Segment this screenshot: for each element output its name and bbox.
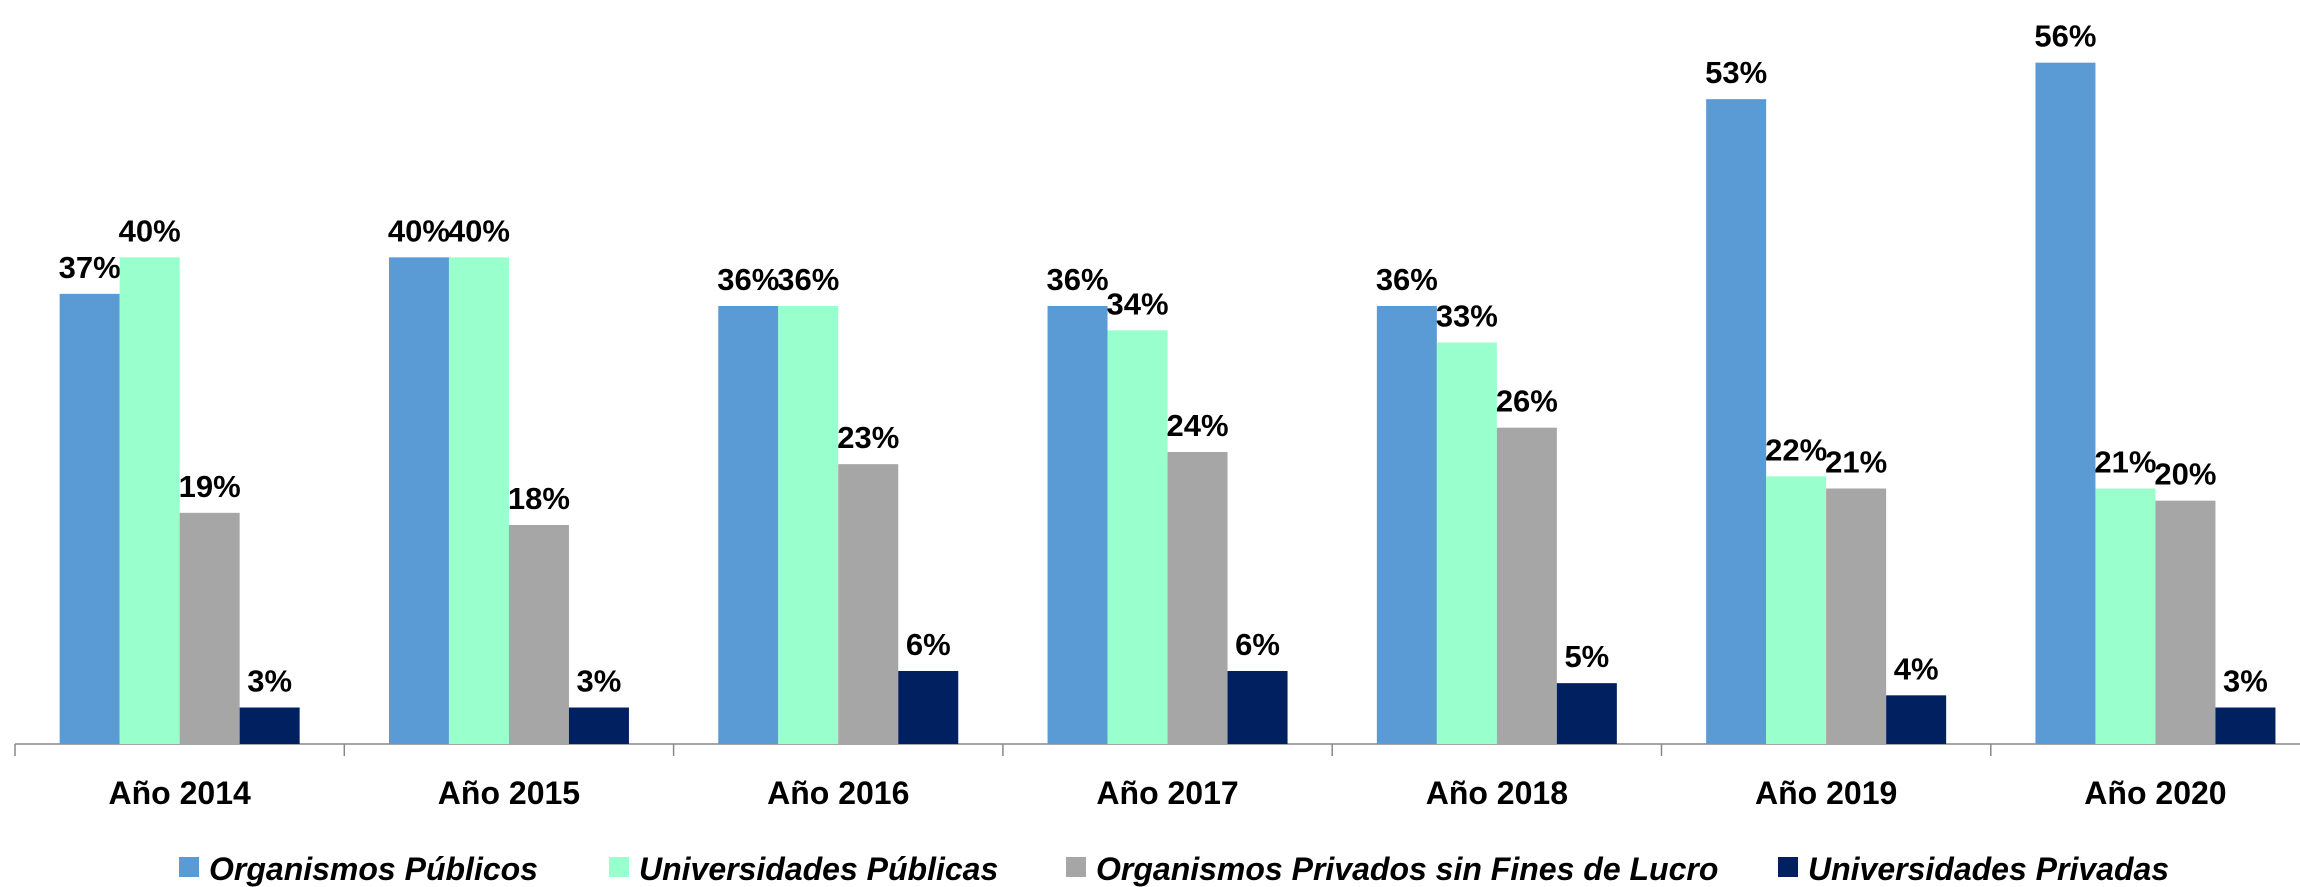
- data-label: 5%: [1564, 639, 1609, 674]
- data-label: 37%: [59, 250, 121, 285]
- bar: [119, 257, 180, 744]
- bar: [1766, 476, 1827, 744]
- bar: [1886, 695, 1947, 744]
- data-label: 24%: [1167, 408, 1229, 443]
- bar: [1436, 342, 1497, 744]
- bar: [1107, 330, 1168, 744]
- data-label: 56%: [2034, 19, 2096, 54]
- data-label: 22%: [1765, 432, 1827, 467]
- data-label: 3%: [2223, 664, 2268, 699]
- data-label: 36%: [717, 262, 779, 297]
- data-label: 36%: [777, 262, 839, 297]
- bar: [388, 257, 449, 744]
- bar: [1047, 306, 1108, 744]
- data-label: 21%: [1825, 445, 1887, 480]
- bar: [59, 293, 120, 744]
- data-label: 23%: [837, 420, 899, 455]
- data-label: 33%: [1436, 299, 1498, 334]
- x-tick-label: Año 2014: [109, 775, 251, 811]
- data-label: 53%: [1705, 55, 1767, 90]
- data-label: 6%: [906, 627, 951, 662]
- x-tick-label: Año 2018: [1426, 775, 1568, 811]
- legend-swatch: [1778, 857, 1798, 877]
- bar: [448, 257, 509, 744]
- bar: [778, 306, 839, 744]
- legend-label: Organismos Públicos: [209, 851, 538, 887]
- data-label: 34%: [1107, 286, 1169, 321]
- legend-swatch: [179, 857, 199, 877]
- bar: [838, 464, 899, 744]
- data-label: 3%: [247, 664, 292, 699]
- data-label: 36%: [1047, 262, 1109, 297]
- data-label: 18%: [508, 481, 570, 516]
- data-label: 36%: [1376, 262, 1438, 297]
- data-label: 26%: [1496, 384, 1558, 419]
- bar: [239, 707, 300, 744]
- bar: [568, 707, 629, 744]
- bar: [898, 671, 959, 744]
- data-label: 40%: [388, 213, 450, 248]
- legend-label: Universidades Públicas: [639, 851, 998, 887]
- legend-swatch: [609, 857, 629, 877]
- bar: [2095, 488, 2156, 744]
- data-label: 6%: [1235, 627, 1280, 662]
- bar: [2155, 500, 2216, 744]
- legend-label: Organismos Privados sin Fines de Lucro: [1096, 851, 1718, 887]
- x-tick-label: Año 2020: [2084, 775, 2226, 811]
- x-tick-label: Año 2017: [1096, 775, 1238, 811]
- x-tick-label: Año 2015: [438, 775, 580, 811]
- data-label: 19%: [179, 469, 241, 504]
- bar: [2215, 707, 2276, 744]
- data-label: 21%: [2094, 445, 2156, 480]
- legend-swatch: [1066, 857, 1086, 877]
- bar: [1227, 671, 1288, 744]
- bar: [1496, 427, 1557, 744]
- bar: [1167, 452, 1228, 744]
- legend-label: Universidades Privadas: [1808, 851, 2169, 887]
- bar: [718, 306, 779, 744]
- bar: [1706, 99, 1767, 744]
- bar: [1376, 306, 1437, 744]
- x-tick-label: Año 2019: [1755, 775, 1897, 811]
- data-label: 3%: [577, 664, 622, 699]
- bar: [508, 525, 569, 744]
- x-tick-label: Año 2016: [767, 775, 909, 811]
- data-label: 40%: [119, 213, 181, 248]
- data-label: 4%: [1894, 651, 1939, 686]
- bar: [179, 512, 240, 744]
- data-label: 40%: [448, 213, 510, 248]
- bar: [1826, 488, 1887, 744]
- data-label: 20%: [2154, 457, 2216, 492]
- bar: [2035, 62, 2096, 744]
- bar: [1556, 683, 1617, 744]
